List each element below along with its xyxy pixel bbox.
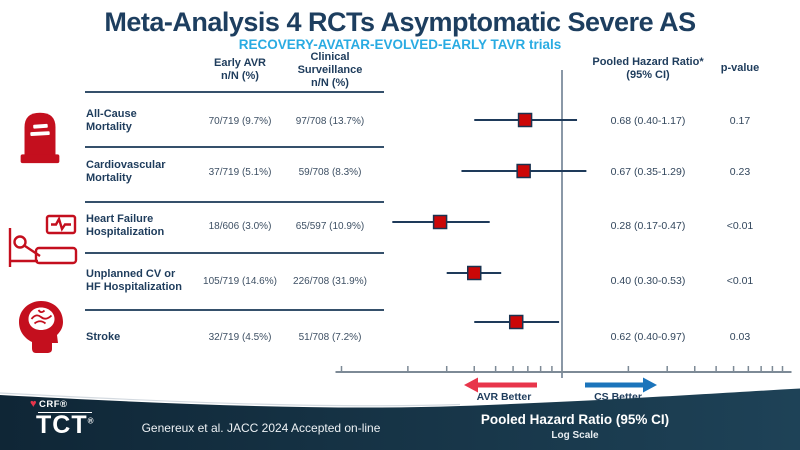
footer-axis-subtitle: Log Scale — [551, 430, 599, 441]
clinical-surveillance-value: 65/597 (10.9%) — [295, 220, 365, 232]
early-avr-value: 37/719 (5.1%) — [208, 166, 272, 178]
column-header-p-value: p-value — [720, 62, 760, 74]
column-header-early-avr: Early AVR n/N (%) — [214, 57, 266, 83]
tombstone-icon — [17, 106, 63, 171]
early-avr-value: 70/719 (9.7%) — [208, 115, 272, 127]
clinical-surveillance-value: 226/708 (31.9%) — [293, 275, 367, 287]
row-label: Cardiovascular Mortality — [86, 159, 166, 184]
early-avr-value: 32/719 (4.5%) — [208, 331, 272, 343]
p-value: <0.01 — [726, 275, 754, 287]
hazard-ratio-value: 0.62 (0.40-0.97) — [610, 331, 686, 343]
early-avr-value: 105/719 (14.6%) — [203, 275, 277, 287]
table-row: Heart Failure Hospitalization 18/606 (3.… — [0, 210, 800, 242]
early-avr-value: 18/606 (3.0%) — [208, 220, 272, 232]
hazard-ratio-value: 0.67 (0.35-1.29) — [610, 166, 686, 178]
footer-axis-title: Pooled Hazard Ratio (95% CI) — [480, 412, 670, 427]
row-label: Stroke — [86, 330, 121, 343]
slide-title: Meta-Analysis 4 RCTs Asymptomatic Severe… — [104, 7, 696, 37]
citation-text: Genereux et al. JACC 2024 Accepted on-li… — [141, 421, 381, 435]
column-header-clinical-surveillance: Clinical Surveillance n/N (%) — [297, 51, 363, 90]
heart-icon: ♥ — [30, 398, 38, 410]
p-value: <0.01 — [726, 220, 754, 232]
crf-logo-text: CRF® — [39, 399, 68, 410]
header-underline — [85, 91, 384, 93]
table-row: Cardiovascular Mortality 37/719 (5.1%) 5… — [0, 156, 800, 188]
row-divider — [85, 309, 384, 311]
p-value: 0.23 — [729, 166, 751, 178]
tct-reg-mark: ® — [87, 416, 95, 426]
avr-better-label: AVR Better — [476, 391, 532, 403]
tct-logo-text: TCT® — [36, 413, 120, 438]
table-row: Stroke 32/719 (4.5%) 51/708 (7.2%) 0.62 … — [0, 321, 800, 353]
tct-text: TCT — [36, 411, 88, 439]
crf-tct-logo: ♥ CRF® TCT® — [30, 399, 120, 438]
logo-divider — [38, 411, 92, 413]
column-header-pooled-hazard-ratio: Pooled Hazard Ratio* (95% CI) — [592, 56, 704, 82]
row-label: All-Cause Mortality — [86, 108, 137, 133]
row-divider — [85, 146, 384, 148]
hazard-ratio-value: 0.40 (0.30-0.53) — [610, 275, 686, 287]
crf-logo: ♥ CRF® — [30, 398, 120, 411]
clinical-surveillance-value: 59/708 (8.3%) — [298, 166, 362, 178]
hospital-bed-icon — [6, 214, 78, 275]
brain-head-icon — [17, 300, 67, 359]
p-value: 0.17 — [729, 115, 751, 127]
p-value: 0.03 — [729, 331, 751, 343]
row-divider — [85, 201, 384, 203]
hazard-ratio-value: 0.28 (0.17-0.47) — [610, 220, 686, 232]
row-label: Unplanned CV or HF Hospitalization — [86, 268, 182, 293]
row-divider — [85, 252, 384, 254]
row-label: Heart Failure Hospitalization — [86, 213, 165, 238]
clinical-surveillance-value: 97/708 (13.7%) — [295, 115, 365, 127]
table-row: Unplanned CV or HF Hospitalization 105/7… — [0, 265, 800, 297]
table-row: All-Cause Mortality 70/719 (9.7%) 97/708… — [0, 105, 800, 137]
footer-band — [0, 388, 800, 450]
slide-subtitle: RECOVERY-AVATAR-EVOLVED-EARLY TAVR trial… — [238, 37, 562, 52]
hazard-ratio-value: 0.68 (0.40-1.17) — [610, 115, 686, 127]
clinical-surveillance-value: 51/708 (7.2%) — [298, 331, 362, 343]
